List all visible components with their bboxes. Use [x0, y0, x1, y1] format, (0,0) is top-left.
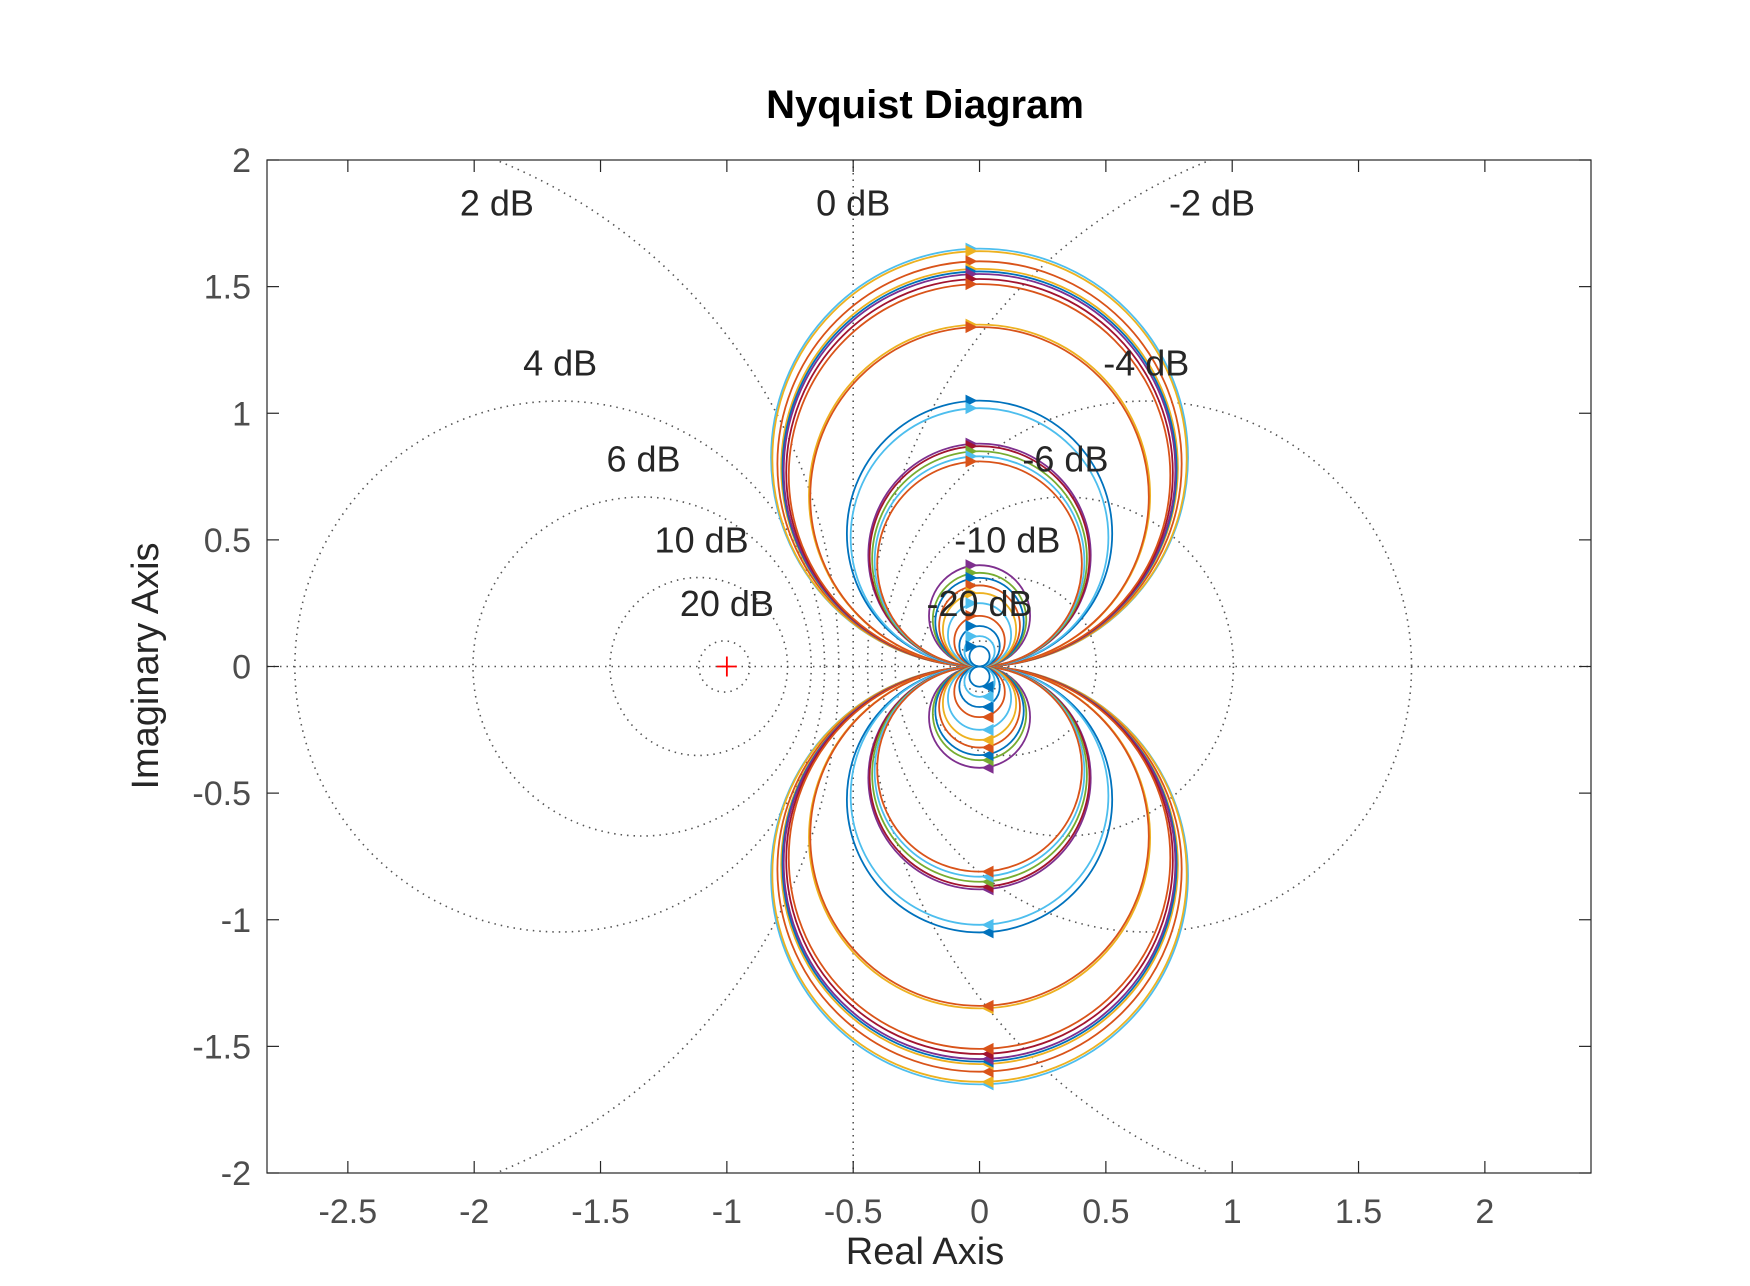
direction-arrow-icon — [965, 640, 978, 653]
direction-arrow-icon — [981, 1065, 994, 1078]
chart-title: Nyquist Diagram — [766, 83, 1084, 127]
x-tick-label: -1.5 — [571, 1193, 630, 1231]
m-circle--6db — [894, 496, 1235, 837]
x-tick-label: 1.5 — [1335, 1193, 1382, 1231]
direction-arrow-icon — [965, 619, 978, 632]
x-axis-label: Real Axis — [846, 1231, 1004, 1273]
direction-arrow-icon — [965, 255, 978, 268]
direction-arrow-icon — [981, 918, 994, 931]
lower-nyquist-loop-26 — [968, 665, 991, 688]
direction-arrow-icon — [965, 571, 978, 584]
m-circle--20db — [955, 640, 1009, 693]
direction-arrow-icon — [981, 1075, 994, 1088]
direction-arrow-icon — [965, 394, 978, 407]
direction-arrow-icon — [981, 741, 994, 754]
direction-arrow-icon — [965, 609, 978, 622]
y-axis-label: Imaginary Axis — [125, 542, 167, 789]
x-tick-label: -2 — [459, 1193, 489, 1231]
critical-point-marker — [716, 656, 737, 677]
direction-arrow-icon — [981, 723, 994, 736]
m-circle-label: 10 dB — [655, 520, 749, 561]
m-circle-label: -6 dB — [1022, 438, 1108, 479]
direction-arrow-icon — [965, 587, 978, 600]
direction-arrow-icon — [981, 926, 994, 939]
direction-arrow-icon — [981, 680, 994, 693]
y-tick-label: 1.5 — [204, 269, 251, 307]
direction-arrow-icon — [965, 245, 978, 258]
y-tick-label: -2 — [221, 1155, 251, 1193]
x-tick-label: -2.5 — [319, 1193, 378, 1231]
y-tick-label: 0 — [232, 649, 251, 687]
m-circle-label: -20 dB — [926, 583, 1032, 624]
m-circle-10db — [609, 576, 789, 757]
direction-arrow-icon — [965, 321, 978, 334]
x-tick-label: 2 — [1475, 1193, 1494, 1231]
direction-arrow-icon — [981, 865, 994, 878]
m-circle-label: -10 dB — [954, 520, 1060, 561]
y-tick-label: -1.5 — [192, 1028, 251, 1066]
direction-arrow-icon — [965, 402, 978, 415]
direction-arrow-icon — [981, 999, 994, 1012]
m-circle--10db — [918, 576, 1098, 757]
m-circle-20db — [697, 640, 751, 693]
m-circle-grid — [267, 160, 1591, 1173]
m-circle-label: 0 dB — [816, 183, 890, 224]
x-tick-label: -1 — [712, 1193, 742, 1231]
m-circle-2db — [493, 160, 840, 1173]
direction-arrow-icon — [965, 455, 978, 468]
y-tick-label: 0.5 — [204, 522, 251, 560]
direction-arrow-icon — [965, 630, 978, 643]
y-tick-label: -0.5 — [192, 775, 251, 813]
direction-arrow-icon — [981, 690, 994, 703]
m-circle-label: 4 dB — [523, 342, 597, 383]
x-tick-label: 1 — [1223, 1193, 1242, 1231]
m-circle--2db — [867, 160, 1213, 1173]
direction-arrow-icon — [981, 711, 994, 724]
x-tick-label: 0.5 — [1082, 1193, 1129, 1231]
m-circle-4db — [294, 400, 826, 933]
x-tick-label: -0.5 — [824, 1193, 883, 1231]
direction-arrow-icon — [981, 749, 994, 762]
y-tick-label: 1 — [232, 395, 251, 433]
direction-arrow-icon — [981, 761, 994, 774]
direction-arrow-icon — [981, 1042, 994, 1055]
m-circle-label: -2 dB — [1169, 183, 1255, 224]
m-circle--4db — [880, 400, 1413, 933]
m-circle-6db — [472, 496, 813, 837]
direction-arrow-icon — [965, 559, 978, 572]
direction-arrow-icon — [965, 278, 978, 291]
direction-arrow-icon — [965, 579, 978, 592]
nyquist-curves — [770, 242, 1189, 1091]
x-tick-label: 0 — [970, 1193, 989, 1231]
m-circle-label: 6 dB — [606, 438, 680, 479]
m-circle-labels: 2 dB 0 dB -2 dB 4 dB -4 dB 6 dB -6 dB 10 dB -10 … — [460, 183, 1255, 624]
y-tick-label: 2 — [232, 142, 251, 180]
axis-ticks: -2.5 -2 -1.5 -1 -0.5 0 0.5 1 1.5 2 2 1.5 1 0.5 0 -0.5 -1… — [192, 142, 1591, 1231]
direction-arrow-icon — [965, 597, 978, 610]
y-tick-label: -1 — [221, 902, 251, 940]
m-circle-label: -4 dB — [1103, 342, 1189, 383]
direction-arrow-icon — [981, 733, 994, 746]
direction-arrow-icon — [981, 701, 994, 714]
m-circle-label: 20 dB — [680, 583, 774, 624]
m-circle-label: 2 dB — [460, 183, 534, 224]
plot-area — [267, 160, 1591, 1173]
